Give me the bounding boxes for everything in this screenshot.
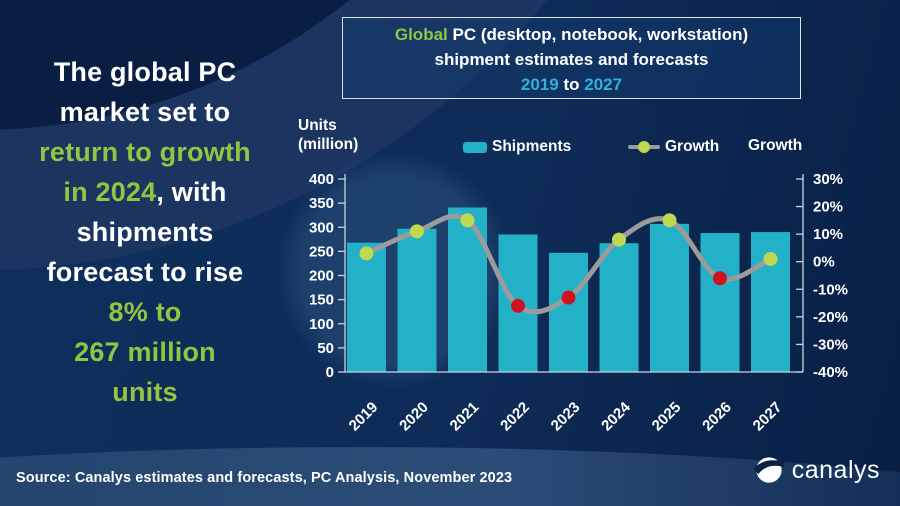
x-label-2023: 2023 [548,399,584,434]
combo-chart: 400 350 300 250 200 150 100 50 0 30% 20% 10% 0% -10% -… [309,171,848,434]
left-tick-label: 350 [309,195,334,212]
right-tick-label: -40% [813,364,848,381]
left-tick-label: 250 [309,243,334,260]
canalys-logo-icon [753,457,784,483]
right-tick-label: 30% [813,171,843,188]
bar-2020 [397,228,437,372]
shipments-swatch-icon [463,141,487,153]
growth-dot-2027 [763,251,778,266]
x-label-2027: 2027 [750,399,786,434]
x-label-2021: 2021 [447,399,483,434]
headline-line: shipments [76,217,214,247]
x-label-2026: 2026 [699,399,735,434]
right-tick-label: 0% [813,254,835,271]
headline-line: return to growth [39,137,251,167]
headline-line: in 2024, with [63,177,227,207]
headline-line: forecast to rise [46,257,244,287]
chart-title-line: Global PC (desktop, notebook, workstatio… [394,25,749,44]
headline-line: 267 million [74,337,216,367]
left-axis-title-line2: (million) [298,136,359,153]
headline-line: 8% to [108,297,182,327]
growth-marker-dot [638,141,650,153]
left-tick-label: 50 [317,340,334,357]
bar-2021 [448,207,487,372]
x-label-2025: 2025 [649,399,685,434]
growth-dot-2024 [612,232,626,247]
growth-dot-2023 [561,290,576,305]
right-tick-label: -30% [813,336,848,353]
left-axis-title: Units (million) [298,116,358,154]
legend-growth: Growth [628,138,719,156]
left-tick-label: 150 [309,292,334,309]
bar-2026 [700,233,740,372]
chart-title-box: Global PC (desktop, notebook, workstatio… [342,17,801,99]
growth-dot-2020 [410,224,424,239]
x-label-2019: 2019 [346,399,382,434]
growth-dot-2019 [359,246,374,261]
left-axis-title-line1: Units [298,117,337,134]
x-label-2020: 2020 [396,399,432,434]
canalys-logo: canalys [753,455,880,485]
x-label-2024: 2024 [598,398,634,434]
growth-dot-2025 [662,213,677,228]
headline: The global PC market set to return to grow… [6,52,284,412]
left-tick-label: 100 [309,316,334,333]
left-tick-label: 300 [309,219,334,236]
right-tick-label: -10% [813,281,848,298]
headline-line: market set to [59,97,231,127]
bar-2024 [599,243,639,372]
growth-line-icon [628,140,660,154]
source-note: Source: Canalys estimates and forecasts,… [16,470,513,486]
left-tick-label: 0 [326,364,334,381]
legend-shipments: Shipments [463,138,571,156]
canalys-logo-text: canalys [791,455,880,484]
growth-dot-2022 [511,298,525,313]
right-tick-label: -20% [813,309,848,326]
chart-title-line: shipment estimates and forecasts [434,50,709,69]
headline-line: The global PC [53,57,237,87]
bar-2023 [549,252,588,372]
left-tick-label: 200 [309,268,334,285]
growth-dot-2026 [713,271,727,286]
chart-title-line: 2019 to 2027 [520,75,623,94]
legend-growth-label: Growth [665,138,720,155]
bar-2025 [650,223,689,372]
legend-shipments-label: Shipments [492,138,572,155]
right-tick-label: 20% [813,199,843,216]
bar-2019 [347,242,386,372]
headline-line: units [112,377,178,407]
left-tick-label: 400 [309,171,334,188]
right-axis-title: Growth [748,137,803,154]
right-tick-label: 10% [813,226,843,243]
growth-dot-2021 [460,213,475,228]
x-label-2022: 2022 [497,399,533,434]
